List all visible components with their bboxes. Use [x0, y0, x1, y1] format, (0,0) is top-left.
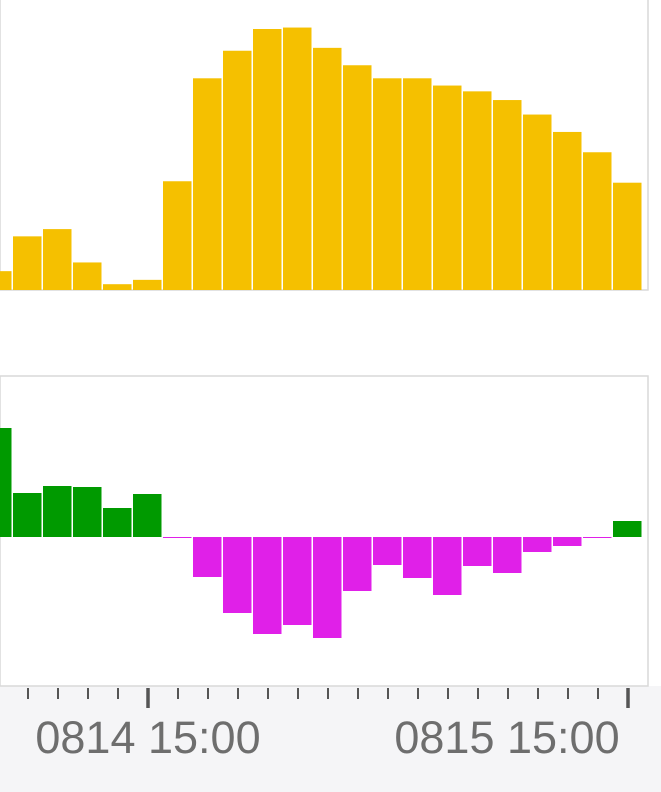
upper-bar-22: [613, 182, 642, 290]
time-axis-band: [0, 686, 661, 792]
lower-bar-9: [223, 537, 252, 613]
x-tick-label-2: 0815 15:00: [394, 712, 619, 763]
lower-bar-3: [43, 486, 72, 537]
lower-bar-series: [0, 428, 642, 638]
lower-bar-17: [463, 537, 492, 566]
lower-bar-18: [493, 537, 522, 573]
lower-bar-4: [73, 487, 102, 537]
upper-bar-3: [43, 229, 72, 290]
lower-bar-20: [553, 537, 582, 546]
upper-bar-17: [463, 91, 492, 290]
upper-bar-10: [253, 29, 282, 290]
lower-bar-14: [373, 537, 402, 565]
lower-bar-21: [583, 537, 612, 538]
upper-bar-5: [103, 284, 132, 290]
lower-bar-11: [283, 537, 312, 625]
upper-bar-8: [193, 78, 222, 290]
time-axis-ticks: [27, 688, 630, 708]
upper-bar-14: [373, 78, 402, 290]
lower-bar-19: [523, 537, 552, 552]
upper-bar-4: [73, 262, 102, 290]
lower-bar-7: [163, 537, 192, 538]
upper-bar-series: [0, 27, 642, 291]
lower-bar-2: [13, 493, 42, 537]
lower-bar-15: [403, 537, 432, 578]
upper-bar-19: [523, 114, 552, 290]
lower-bar-8: [193, 537, 222, 577]
upper-bar-11: [283, 27, 312, 291]
x-tick-label-1: 0814 15:00: [35, 712, 260, 763]
upper-bar-13: [343, 65, 372, 290]
lower-bar-10: [253, 537, 282, 634]
lower-bar-22: [613, 521, 642, 537]
lower-bar-12: [313, 537, 342, 638]
upper-bar-21: [583, 152, 612, 290]
upper-bar-7: [163, 181, 192, 290]
lower-bar-13: [343, 537, 372, 591]
lower-bar-16: [433, 537, 462, 595]
upper-bar-9: [223, 50, 252, 290]
lower-bar-1: [0, 428, 12, 537]
upper-bar-15: [403, 78, 432, 290]
upper-bar-2: [13, 236, 42, 290]
upper-bar-12: [313, 47, 342, 290]
upper-bar-20: [553, 131, 582, 290]
lower-bar-5: [103, 508, 132, 537]
lower-bar-6: [133, 494, 162, 537]
upper-bar-1: [0, 271, 12, 290]
upper-bar-18: [493, 100, 522, 290]
lower-panel-frame: [0, 375, 649, 687]
upper-bar-16: [433, 85, 462, 290]
upper-bar-6: [133, 279, 162, 290]
